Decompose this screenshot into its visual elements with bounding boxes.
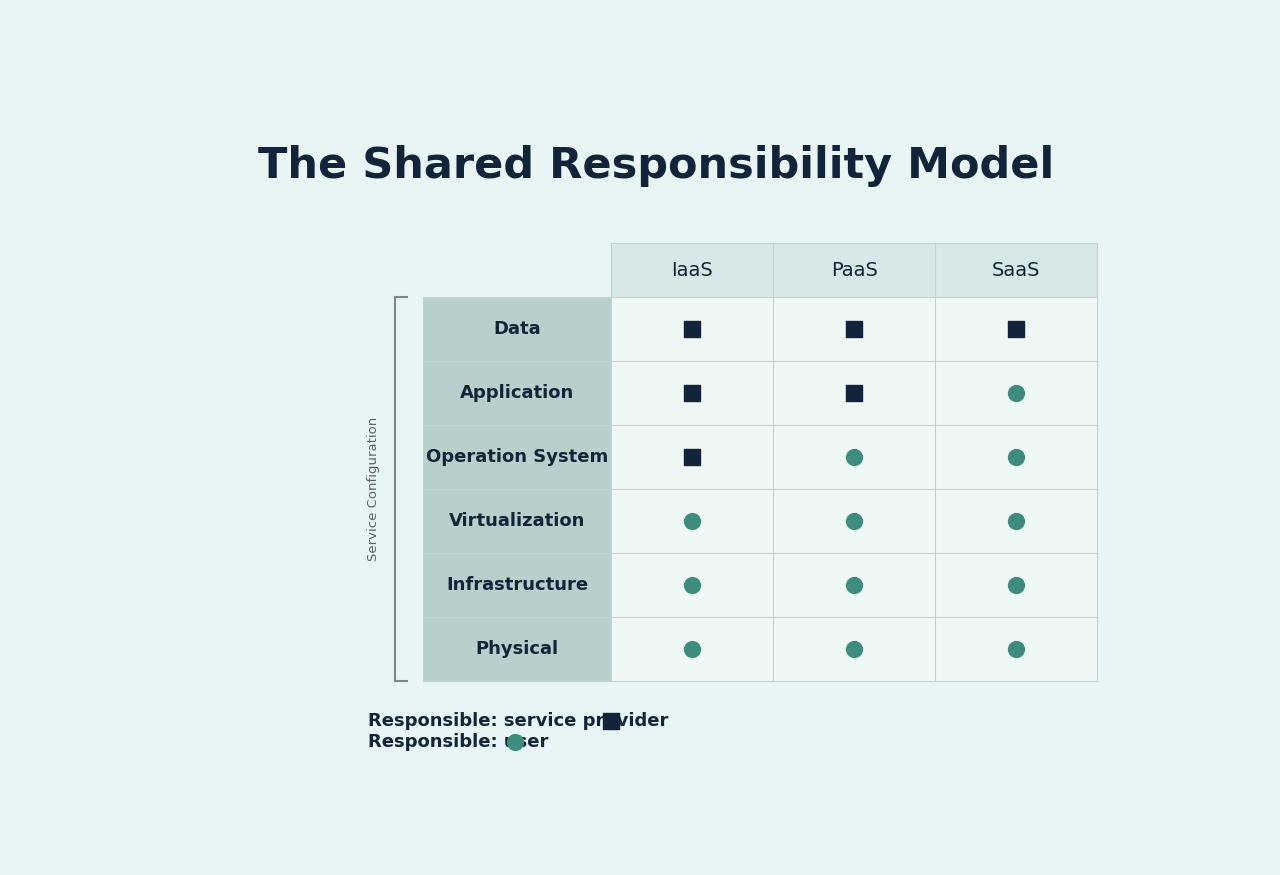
Point <box>1006 386 1027 400</box>
Text: Service Configuration: Service Configuration <box>367 416 380 561</box>
Point <box>845 578 865 592</box>
FancyBboxPatch shape <box>612 361 1097 425</box>
FancyBboxPatch shape <box>422 297 612 361</box>
Point <box>845 450 865 464</box>
Text: IaaS: IaaS <box>672 261 713 280</box>
Text: The Shared Responsibility Model: The Shared Responsibility Model <box>257 144 1055 186</box>
FancyBboxPatch shape <box>612 297 1097 361</box>
FancyBboxPatch shape <box>422 361 612 425</box>
Point <box>682 322 703 336</box>
Point <box>504 735 525 749</box>
Text: SaaS: SaaS <box>992 261 1041 280</box>
FancyBboxPatch shape <box>612 425 1097 489</box>
FancyBboxPatch shape <box>422 425 612 489</box>
Text: Responsible: service provider: Responsible: service provider <box>369 712 668 731</box>
FancyBboxPatch shape <box>612 489 1097 553</box>
Point <box>845 514 865 528</box>
Point <box>682 514 703 528</box>
Point <box>845 322 865 336</box>
Point <box>682 386 703 400</box>
Point <box>682 450 703 464</box>
Text: Data: Data <box>493 320 541 338</box>
Text: Application: Application <box>460 384 575 402</box>
Text: Virtualization: Virtualization <box>449 512 585 530</box>
Point <box>1006 322 1027 336</box>
Point <box>682 578 703 592</box>
FancyBboxPatch shape <box>612 243 1097 297</box>
Text: PaaS: PaaS <box>831 261 878 280</box>
Text: Responsible: user: Responsible: user <box>369 732 549 751</box>
FancyBboxPatch shape <box>422 489 612 553</box>
FancyBboxPatch shape <box>422 553 612 617</box>
Point <box>682 642 703 656</box>
FancyBboxPatch shape <box>612 553 1097 617</box>
Point <box>1006 578 1027 592</box>
Text: Operation System: Operation System <box>426 448 608 466</box>
Point <box>1006 642 1027 656</box>
Point <box>1006 514 1027 528</box>
Point <box>845 642 865 656</box>
Text: Infrastructure: Infrastructure <box>445 576 589 594</box>
Point <box>845 386 865 400</box>
Text: Physical: Physical <box>476 640 558 658</box>
Point <box>1006 450 1027 464</box>
FancyBboxPatch shape <box>422 617 612 681</box>
Point <box>602 715 622 729</box>
FancyBboxPatch shape <box>612 617 1097 681</box>
